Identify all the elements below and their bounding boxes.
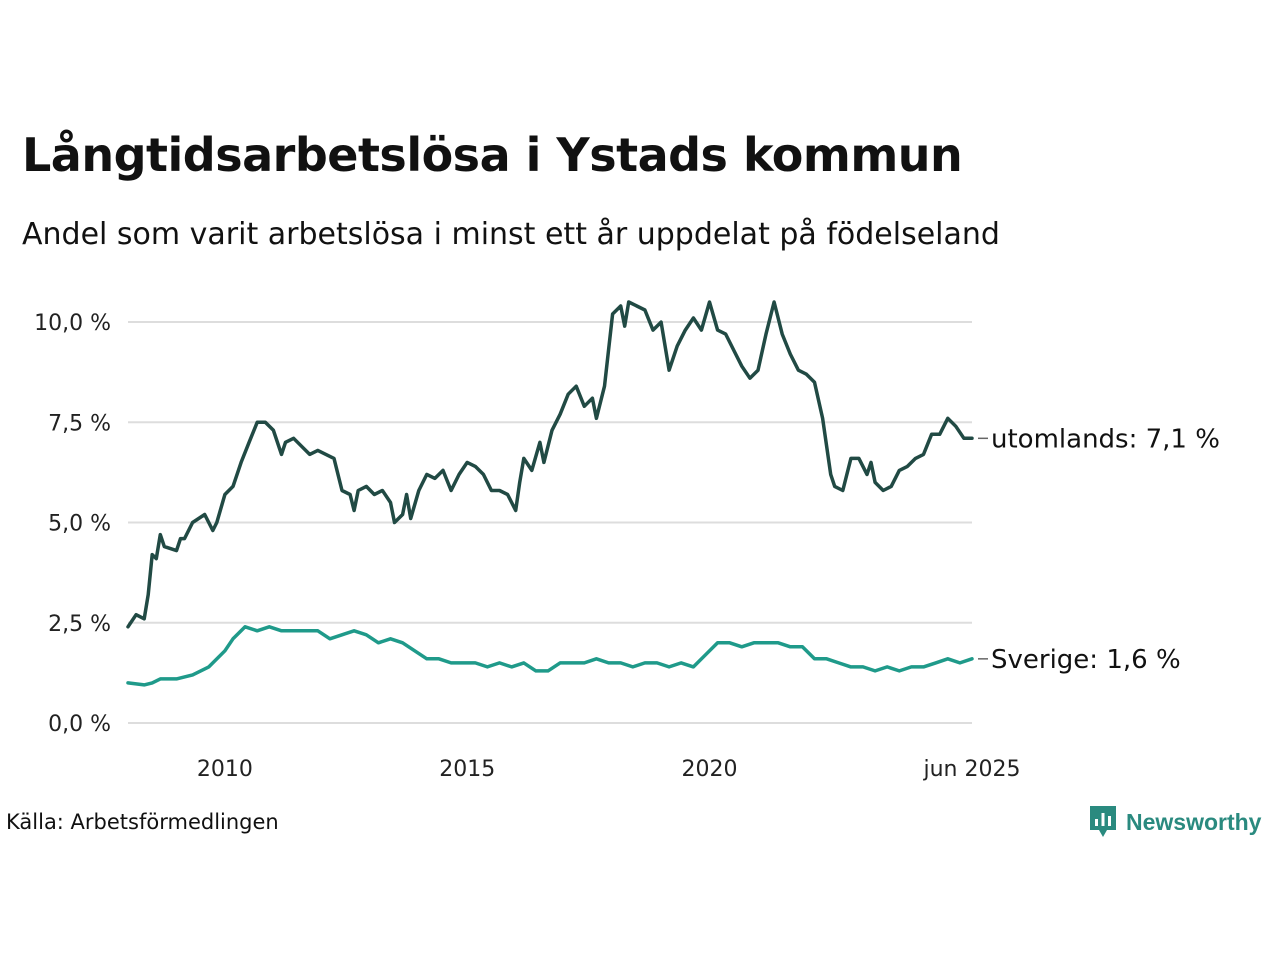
series-line-sverige bbox=[126, 625, 974, 687]
chart-subtitle: Andel som varit arbetslösa i minst ett å… bbox=[22, 217, 1000, 252]
chart-title: Långtidsarbetslösa i Ystads kommun bbox=[22, 128, 963, 182]
grid-lines bbox=[128, 321, 972, 724]
y-tick-label: 7,5 % bbox=[48, 411, 111, 436]
y-tick-label: 0,0 % bbox=[48, 712, 111, 737]
series-end-labels: utomlands: 7,1 % Sverige: 1,6 % bbox=[978, 424, 1220, 675]
series-end-label-utomlands: utomlands: 7,1 % bbox=[991, 424, 1220, 454]
newsworthy-logo-icon bbox=[1090, 806, 1116, 837]
source-note: Källa: Arbetsförmedlingen bbox=[6, 810, 279, 834]
series-lines bbox=[126, 300, 974, 687]
newsworthy-logo-text: Newsworthy bbox=[1126, 808, 1262, 835]
x-tick-label: 2010 bbox=[197, 757, 253, 782]
series-end-label-sverige: Sverige: 1,6 % bbox=[991, 645, 1181, 675]
newsworthy-logo[interactable]: Newsworthy bbox=[1088, 804, 1261, 840]
x-tick-label: jun 2025 bbox=[923, 757, 1021, 782]
x-tick-label: 2015 bbox=[439, 757, 495, 782]
y-tick-label: 10,0 % bbox=[34, 311, 111, 336]
series-line-utomlands bbox=[126, 300, 974, 629]
y-tick-label: 2,5 % bbox=[48, 612, 111, 637]
x-tick-label: 2020 bbox=[682, 757, 738, 782]
y-axis: 0,0 % 2,5 % 5,0 % 7,5 % 10,0 % bbox=[34, 311, 111, 737]
y-tick-label: 5,0 % bbox=[48, 512, 111, 537]
x-axis: 2010 2015 2020 jun 2025 bbox=[197, 757, 1021, 782]
